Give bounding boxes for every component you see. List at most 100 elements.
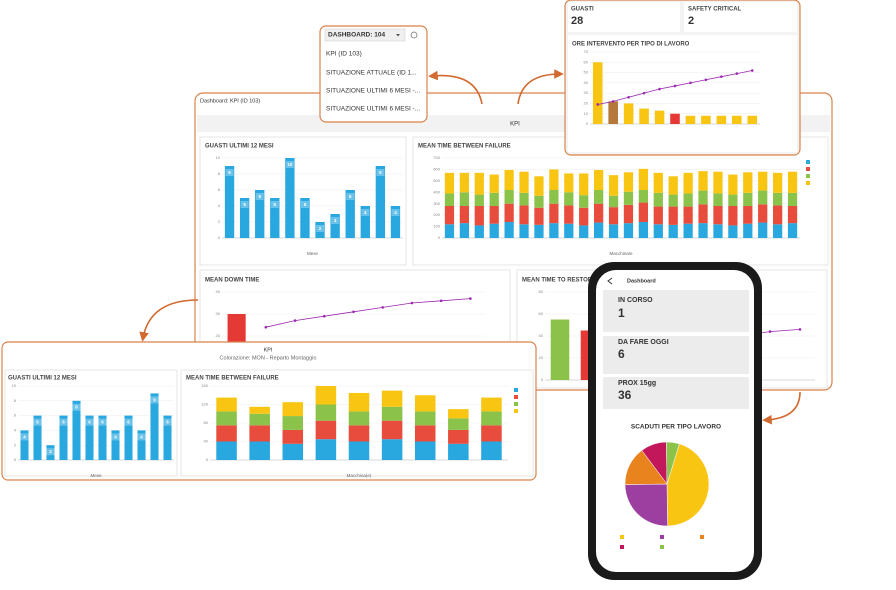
bar [59, 415, 68, 460]
bar-segment [534, 224, 544, 238]
bar-segment [534, 195, 544, 208]
legend-swatch [514, 402, 518, 406]
bar-segment [489, 223, 499, 238]
menu-item[interactable]: SITUAZIONE ATTUALE (ID 1... [326, 70, 417, 77]
value-box [240, 201, 249, 208]
bar-segment [448, 418, 469, 430]
kpi-card [684, 2, 797, 32]
y-tick-label: 80 [539, 289, 544, 294]
bar-segment [489, 206, 499, 224]
bar-segment [381, 406, 403, 421]
legend-swatch [806, 160, 810, 164]
line-point [611, 100, 615, 103]
bar-segment [638, 202, 648, 222]
line-point [750, 69, 754, 72]
bar-segment [534, 176, 544, 196]
dropdown: DASHBOARD: 104 KPI (ID 103) SITUAZIONE A… [319, 25, 428, 123]
bar-segment [448, 443, 469, 460]
bar-segment [249, 425, 270, 442]
bar-segment [594, 170, 604, 190]
bar [592, 62, 603, 124]
line [265, 298, 471, 328]
tab[interactable]: KPI [510, 122, 520, 128]
y-tick-label: 500 [433, 178, 440, 183]
back-icon[interactable] [607, 277, 613, 285]
bar-segment [348, 441, 370, 460]
bar-segment [282, 416, 304, 430]
line-point [352, 310, 355, 314]
bar [239, 198, 250, 238]
bar [701, 115, 711, 124]
bar-segment [773, 205, 783, 225]
bar-segment [216, 425, 237, 442]
bar-segment [282, 443, 304, 460]
bar [85, 415, 94, 460]
value-box [361, 209, 370, 216]
bar-segment [787, 171, 798, 193]
bar-segment [698, 204, 708, 224]
menu-item[interactable]: SITUAZIONE ULTIMI 6 MESI -... [326, 88, 420, 95]
value-box [225, 169, 234, 176]
bar [654, 110, 665, 124]
y-tick-label: 30 [216, 311, 221, 316]
bar [224, 166, 235, 238]
value-label: 2 [319, 226, 322, 231]
bar-segment [638, 222, 648, 238]
line-point [596, 103, 600, 106]
bar-segment [381, 390, 403, 407]
bar [608, 101, 618, 124]
menu-item[interactable]: SITUAZIONE ULTIMI 6 MESI -... [326, 106, 420, 113]
line-point [689, 81, 692, 85]
bar-segment [713, 171, 723, 194]
bar-segment [758, 190, 768, 205]
card [603, 290, 749, 332]
bar-segment [534, 207, 544, 225]
value-box [391, 209, 400, 216]
bar-segment [381, 439, 403, 460]
value-label: 5 [304, 202, 307, 207]
bar-segment [474, 225, 484, 238]
bar-segment [504, 170, 514, 190]
y-tick-label: 0 [541, 377, 544, 382]
y-tick-label: 200 [433, 212, 440, 217]
bar-segment [348, 392, 370, 412]
value-box [59, 418, 68, 426]
bar-segment [608, 175, 619, 196]
x-axis-label: Macchina/e [609, 251, 633, 256]
legend-swatch [514, 388, 518, 392]
value-box [111, 433, 120, 441]
y-tick-label: 160 [201, 383, 208, 388]
bar [72, 400, 81, 460]
line-point [322, 314, 326, 318]
menu-item[interactable]: KPI (ID 103) [326, 51, 362, 58]
bar [747, 115, 758, 124]
bar-segment [653, 172, 663, 193]
bar-segment [623, 204, 634, 224]
bar-segment [579, 195, 589, 208]
bar-segment [668, 224, 678, 238]
refresh-icon[interactable] [410, 31, 418, 39]
value-label: 9 [153, 397, 156, 402]
bar [46, 445, 55, 460]
bar [716, 115, 727, 124]
bar-segment [474, 206, 484, 226]
caret [396, 34, 400, 37]
bar-segment [579, 207, 589, 226]
select[interactable] [324, 28, 406, 42]
value-box [346, 193, 355, 200]
y-tick-label: 70 [584, 49, 589, 54]
bar-segment [519, 171, 529, 193]
value-box [285, 161, 294, 168]
value-box [255, 193, 264, 200]
bar-segment [668, 176, 678, 195]
bar-segment [444, 224, 455, 238]
bar-segment [381, 420, 403, 440]
bar [345, 190, 355, 238]
bar-segment [743, 172, 753, 193]
card [603, 377, 749, 409]
y-tick-label: 0 [438, 235, 441, 240]
kpi-label: SAFETY CRITICAL [688, 7, 742, 13]
bar-segment [444, 206, 455, 225]
card [603, 336, 749, 374]
y-tick-label: 40 [216, 289, 221, 294]
